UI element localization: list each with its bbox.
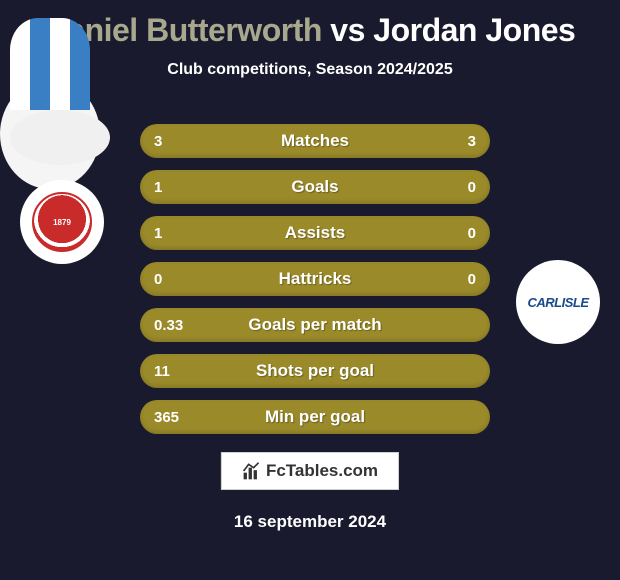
- player1-avatar: [10, 110, 110, 165]
- chart-icon: [242, 461, 262, 481]
- stat-row: 1 Goals 0: [140, 170, 490, 204]
- snapshot-date: 16 september 2024: [0, 512, 620, 532]
- stat-label: Assists: [285, 223, 345, 243]
- stat-row: 3 Matches 3: [140, 124, 490, 158]
- stat-label: Matches: [281, 131, 349, 151]
- club-crest-left: 1879: [32, 192, 92, 252]
- stat-row: 1 Assists 0: [140, 216, 490, 250]
- stat-right-value: 0: [436, 179, 476, 196]
- stat-right-value: 3: [436, 133, 476, 150]
- stat-row: 0 Hattricks 0: [140, 262, 490, 296]
- stat-left-value: 1: [154, 179, 194, 196]
- stat-left-value: 365: [154, 409, 194, 426]
- stat-row: 0.33 Goals per match: [140, 308, 490, 342]
- stat-left-value: 0: [154, 271, 194, 288]
- stat-right-value: 0: [436, 225, 476, 242]
- source-logo: FcTables.com: [221, 452, 399, 490]
- player2-club-badge: CARLISLE: [516, 260, 600, 344]
- stat-left-value: 11: [154, 363, 194, 380]
- stat-row: 11 Shots per goal: [140, 354, 490, 388]
- player2-jersey: [10, 18, 90, 110]
- stat-label: Shots per goal: [256, 361, 374, 381]
- stat-left-value: 3: [154, 133, 194, 150]
- player1-club-badge: 1879: [20, 180, 104, 264]
- stat-label: Hattricks: [279, 269, 352, 289]
- stat-label: Goals: [291, 177, 338, 197]
- club-crest-right-text: CARLISLE: [528, 295, 589, 310]
- stat-label: Goals per match: [248, 315, 381, 335]
- stats-table: 3 Matches 3 1 Goals 0 1 Assists 0 0 Hattricks 0 0.33…: [140, 124, 490, 446]
- stat-label: Min per goal: [265, 407, 365, 427]
- player2-name: Jordan Jones: [373, 12, 575, 48]
- stat-row: 365 Min per goal: [140, 400, 490, 434]
- comparison-title: Daniel Butterworth vs Jordan Jones: [0, 0, 620, 49]
- season-subtitle: Club competitions, Season 2024/2025: [0, 61, 620, 79]
- source-logo-text: FcTables.com: [266, 461, 378, 481]
- vs-text: vs: [330, 12, 365, 48]
- stat-left-value: 1: [154, 225, 194, 242]
- stat-right-value: 0: [436, 271, 476, 288]
- stat-left-value: 0.33: [154, 317, 194, 334]
